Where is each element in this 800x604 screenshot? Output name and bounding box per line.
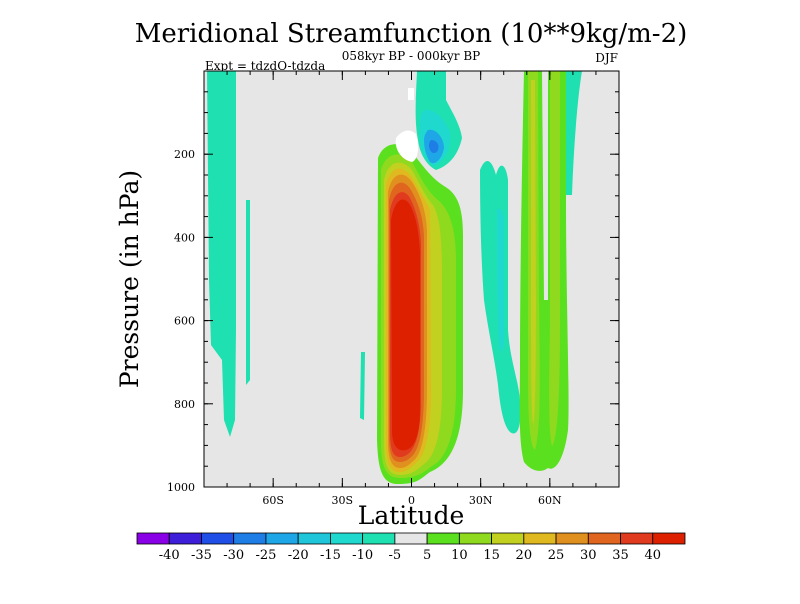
contour-white-zone-top	[408, 88, 414, 100]
colorbar-swatch	[330, 532, 364, 545]
y-axis-title: Pressure (in hPa)	[115, 170, 144, 388]
contour-north-positive-10b	[549, 71, 560, 446]
contour-north-positive-15	[531, 80, 536, 425]
colorbar-swatch	[652, 532, 686, 545]
colorbar-label: 5	[423, 548, 431, 563]
x-tick-label: 0	[408, 494, 415, 507]
chart-subtitle: 058kyr BP - 000kyr BP	[342, 49, 480, 63]
colorbar-label: 40	[644, 548, 661, 563]
contour-southern-sliver	[246, 200, 250, 385]
y-tick-label: 400	[174, 231, 195, 244]
colorbar-swatch	[620, 532, 654, 545]
season-label: DJF	[595, 51, 618, 65]
contour-tropical-40	[391, 199, 420, 451]
y-tick-label: 1000	[167, 481, 195, 494]
y-tick-label: 200	[174, 148, 195, 161]
contour-high-lat-negative	[566, 71, 582, 195]
colorbar-label: -30	[223, 548, 244, 563]
colorbar-label: -15	[320, 548, 341, 563]
contour-upper-negative-20	[428, 140, 439, 153]
colorbar-label: -10	[352, 548, 373, 563]
y-tick-label: 600	[174, 315, 195, 328]
colorbar-swatch	[426, 532, 460, 545]
colorbar-swatch	[233, 532, 267, 545]
colorbar-label: -20	[288, 548, 309, 563]
colorbar-swatch	[555, 532, 589, 545]
colorbar-label: 25	[548, 548, 565, 563]
colorbar: -40 -35 -30 -25 -20 -15 -10 -5 5 10 15 20 25 30 35 40	[136, 532, 686, 563]
colorbar-swatch	[362, 532, 396, 545]
colorbar-swatch	[265, 532, 299, 545]
colorbar-label: 30	[580, 548, 597, 563]
contour-fills	[207, 71, 582, 484]
colorbar-label: -5	[389, 548, 402, 563]
y-axis: 200 400 600 800 1000	[167, 70, 619, 494]
colorbar-swatch	[394, 532, 428, 545]
contour-small-blob	[360, 352, 365, 420]
contour-white-zone-upper	[395, 130, 419, 162]
colorbar-swatch	[136, 532, 170, 545]
colorbar-label: 15	[483, 548, 500, 563]
x-tick-label: 60N	[538, 494, 562, 507]
experiment-label: Expt = tdzdO-tdzda	[205, 59, 325, 73]
contour-southern-midlat-negative	[207, 71, 236, 437]
colorbar-swatch	[297, 532, 331, 545]
colorbar-swatch	[458, 532, 492, 545]
y-tick-label: 800	[174, 398, 195, 411]
colorbar-label: -25	[255, 548, 276, 563]
colorbar-swatch	[523, 532, 557, 545]
colorbar-swatch	[587, 532, 621, 545]
contour-northern-subtropical-10	[497, 208, 505, 351]
colorbar-label: -40	[159, 548, 180, 563]
colorbar-label: 10	[451, 548, 468, 563]
colorbar-label: 20	[516, 548, 533, 563]
x-axis-title: Latitude	[358, 501, 465, 530]
chart-title: Meridional Streamfunction (10**9kg/m-2)	[135, 19, 688, 49]
x-tick-label: 60S	[262, 494, 284, 507]
x-tick-label: 30S	[332, 494, 354, 507]
colorbar-swatch	[201, 532, 235, 545]
colorbar-label: -35	[191, 548, 212, 563]
colorbar-swatch	[168, 532, 202, 545]
plot-area	[203, 70, 620, 488]
x-tick-label: 30N	[469, 494, 493, 507]
colorbar-label: 35	[612, 548, 629, 563]
x-axis: 60S 30S 0 30N 60N	[203, 71, 620, 507]
colorbar-swatch	[491, 532, 525, 545]
